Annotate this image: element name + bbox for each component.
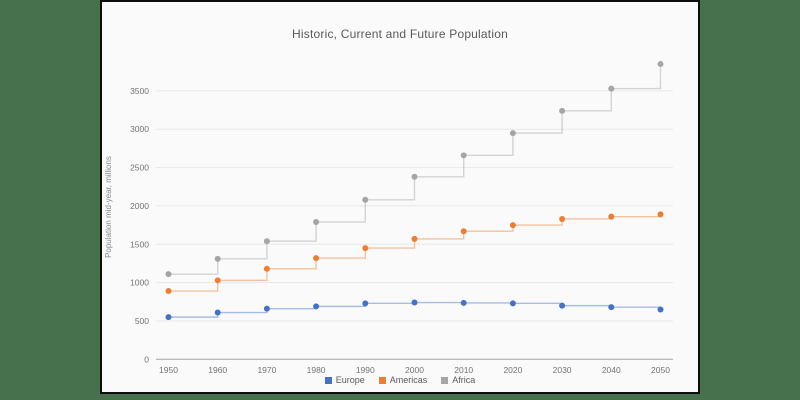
- x-tick-label: 1960: [208, 365, 227, 375]
- data-point-europe-2000[interactable]: [411, 299, 418, 306]
- data-point-africa-1980[interactable]: [313, 219, 320, 226]
- x-tick-label: 2040: [602, 365, 621, 375]
- data-point-americas-2000[interactable]: [411, 235, 418, 242]
- data-point-europe-2030[interactable]: [559, 302, 566, 309]
- legend-label: Africa: [452, 375, 476, 385]
- y-tick-label: 3000: [130, 124, 149, 134]
- legend-marker-icon: [378, 376, 386, 384]
- population-step-chart: 0 500 1000 1500 2000 2500 3000 3500 1950 1960 1970…: [130, 61, 673, 375]
- data-point-americas-1990[interactable]: [362, 245, 369, 252]
- y-tick-label: 500: [135, 316, 149, 326]
- data-point-africa-1950[interactable]: [165, 271, 172, 278]
- x-tick-label: 2050: [651, 365, 670, 375]
- x-tick-label: 1990: [356, 365, 375, 375]
- data-point-africa-1970[interactable]: [263, 238, 270, 245]
- x-tick-label: 1950: [159, 365, 178, 375]
- y-tick-label: 1000: [130, 278, 149, 288]
- data-point-africa-2030[interactable]: [559, 107, 566, 114]
- data-point-africa-2050[interactable]: [657, 61, 664, 68]
- data-point-europe-1990[interactable]: [362, 300, 369, 307]
- chart-title: Historic, Current and Future Population: [292, 27, 508, 41]
- y-tick-label: 2500: [130, 163, 149, 173]
- legend-item-europe[interactable]: Europe: [324, 375, 365, 385]
- data-point-americas-2050[interactable]: [657, 211, 664, 218]
- chart-card: Historic, Current and Future Population …: [100, 0, 700, 394]
- legend-marker-icon: [324, 376, 332, 384]
- data-point-africa-2040[interactable]: [608, 85, 615, 92]
- x-tick-label: 1980: [307, 365, 326, 375]
- data-point-americas-1970[interactable]: [263, 265, 270, 272]
- data-point-europe-2020[interactable]: [509, 300, 516, 307]
- y-tick-label: 2000: [130, 201, 149, 211]
- data-point-americas-1980[interactable]: [313, 255, 320, 262]
- data-point-europe-2050[interactable]: [657, 306, 664, 313]
- legend-label: Americas: [389, 375, 428, 385]
- data-point-africa-2000[interactable]: [411, 173, 418, 180]
- data-point-europe-1970[interactable]: [263, 305, 270, 312]
- data-point-africa-2020[interactable]: [509, 130, 516, 137]
- data-point-africa-1990[interactable]: [362, 196, 369, 203]
- data-point-africa-2010[interactable]: [460, 152, 467, 159]
- data-point-africa-1960[interactable]: [214, 255, 221, 262]
- data-point-americas-2040[interactable]: [608, 213, 615, 220]
- data-point-americas-1960[interactable]: [214, 277, 221, 284]
- data-point-europe-1950[interactable]: [165, 314, 172, 321]
- x-tick-label: 2010: [454, 365, 473, 375]
- data-point-europe-1980[interactable]: [313, 303, 320, 310]
- data-point-americas-2020[interactable]: [509, 222, 516, 229]
- data-point-europe-1960[interactable]: [214, 309, 221, 316]
- legend-item-africa[interactable]: Africa: [441, 375, 475, 385]
- data-point-americas-2010[interactable]: [460, 228, 467, 235]
- legend-item-americas[interactable]: Americas: [378, 375, 428, 385]
- legend-label: Europe: [335, 375, 365, 385]
- legend-marker-icon: [441, 376, 449, 384]
- data-point-americas-2030[interactable]: [559, 215, 566, 222]
- x-tick-label: 2030: [553, 365, 572, 375]
- x-tick-label: 2000: [405, 365, 424, 375]
- series-line-americas: [168, 214, 662, 292]
- chart-legend: Europe Americas Africa: [102, 375, 698, 385]
- y-tick-label: 1500: [130, 239, 149, 249]
- data-point-europe-2010[interactable]: [460, 299, 467, 306]
- x-tick-label: 1970: [257, 365, 276, 375]
- y-tick-label: 0: [144, 354, 149, 364]
- y-tick-label: 3500: [130, 86, 149, 96]
- data-point-europe-2040[interactable]: [608, 304, 615, 311]
- x-tick-label: 2020: [503, 365, 522, 375]
- data-point-americas-1950[interactable]: [165, 288, 172, 295]
